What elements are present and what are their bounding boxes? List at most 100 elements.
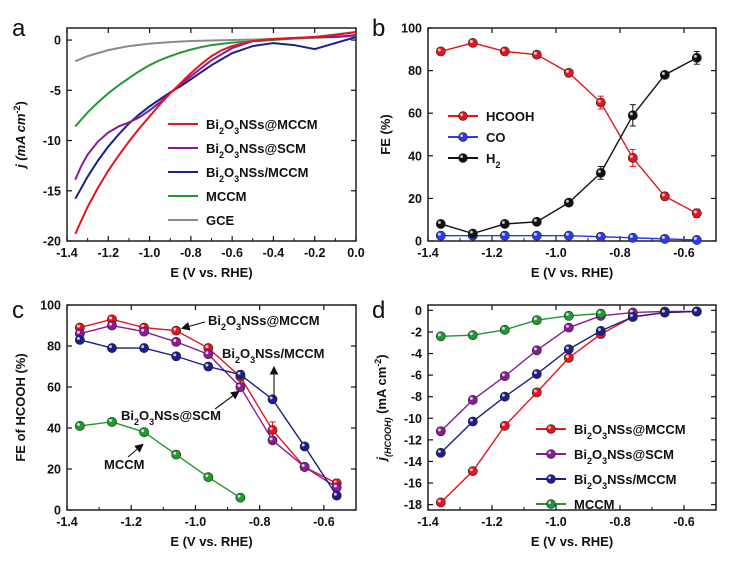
legend-entry-part: 2 [495,160,500,170]
data-point [595,308,606,319]
legend-entry-part: Bi [574,447,587,462]
y-tick-label: -15 [43,184,61,198]
legend-entry: Bi2O3NSs/MCCM [206,165,309,184]
series-line [74,31,357,235]
annotation-label-part: 2 [235,355,240,365]
data-point-highlight [109,316,113,320]
data-point-highlight [533,218,537,222]
y-tick-label: -8 [411,390,422,404]
data-point-highlight [533,51,537,55]
data-point [235,369,246,380]
data-point-highlight [237,384,241,388]
data-point [627,311,638,322]
legend-entry: MCCM [574,497,614,512]
legend-entry: Bi2O3NSs@SCM [206,141,306,160]
x-tick-label: -0.6 [673,515,695,529]
data-point-highlight [109,345,113,349]
data-point [435,219,446,229]
data-point-highlight [76,423,80,427]
data-point [595,325,606,336]
data-point [267,425,278,435]
data-point-highlight [269,437,273,441]
x-tick-label: -0.8 [249,515,271,529]
data-point [659,69,670,80]
data-point [139,326,149,337]
data-point [267,394,278,405]
data-point [499,420,510,431]
data-point-highlight [565,346,569,350]
data-point [435,230,446,241]
legend-entry-part: 2 [219,126,224,136]
y-tick-label: 0 [415,235,422,249]
data-point-highlight [437,499,441,503]
y-tick-label: 60 [47,381,61,395]
legend-marker [458,111,468,121]
data-point [467,38,478,48]
data-point-highlight [437,221,441,225]
data-point [531,369,542,379]
x-axis-label: E (V vs. RHE) [170,534,252,549]
data-point-highlight [469,332,473,336]
x-axis-label: E (V vs. RHE) [170,265,252,280]
panel-c: -1.4 -1.2 -1.0 -0.8 -0.6 0 20 40 60 80 100 E (V vs.… [12,297,357,549]
x-tick-label: -1.2 [481,246,503,260]
data-point-highlight [693,210,697,214]
y-tick-label: -10 [43,134,61,148]
y-tick-label: -5 [50,84,61,98]
annotation-label-part: 2 [134,417,139,427]
x-tick-label: -0.2 [304,246,326,260]
legend-marker-highlight [460,113,463,116]
annotation-label: MCCM [104,457,144,472]
data-point-highlight [533,371,537,375]
data-point-highlight [76,330,80,334]
legend-marker-highlight [548,476,551,479]
data-point [467,466,478,477]
data-point-highlight [237,371,241,375]
data-point [659,191,670,202]
data-point [627,110,638,121]
legend-entry: H2 [486,151,500,170]
legend-marker [546,474,556,484]
data-point [74,421,85,431]
legend-entry: MCCM [206,189,246,204]
legend-entry-part: HCOOH [486,109,534,124]
data-point [499,371,510,382]
panel-a: -1.4 -1.2 -1.0 -0.8 -0.6 -0.4 -0.2 0.0-20-15-10… [12,15,365,280]
data-point [499,230,510,241]
data-point-highlight [629,155,633,159]
data-point [467,330,478,341]
data-point-highlight [597,310,601,314]
data-point-highlight [141,429,145,433]
y-tick-label: 0 [54,504,61,518]
data-point-highlight [597,233,601,237]
data-point-highlight [533,389,537,393]
y-tick-label: -20 [43,235,61,249]
data-point-highlight [629,112,633,116]
data-point [627,232,638,243]
legend-entry-part: Bi [574,422,587,437]
annotation-label-part: NSs@MCCM [241,313,319,328]
data-point-highlight [109,418,113,422]
data-point-highlight [237,494,241,498]
legend-marker-highlight [460,155,463,159]
data-point-highlight [661,235,665,239]
y-axis-label: j (mA cm-2) [12,101,28,170]
data-point-highlight [469,40,473,44]
y-tick-label: -4 [411,347,422,361]
legend-entry-part: 3 [602,431,607,441]
data-point [203,472,214,483]
legend-entry-part: O [592,472,602,487]
panel-label: d [372,297,385,324]
data-point [531,315,542,326]
data-point [563,352,574,363]
data-point [467,228,478,239]
data-point [171,351,182,362]
y-tick-label: -12 [404,433,422,447]
series-line [79,421,241,499]
data-point [595,167,606,178]
data-point-highlight [501,373,505,377]
x-tick-label: -1.2 [98,246,120,260]
y-axis-label-end: ) [374,354,389,358]
data-point-highlight [205,351,209,355]
